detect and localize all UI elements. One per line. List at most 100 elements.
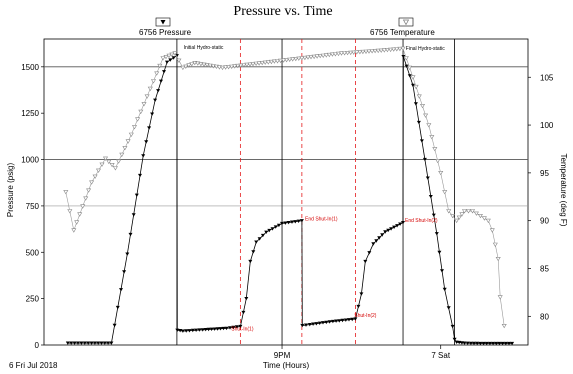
series-0-marker-1 [69,341,74,345]
series-1-marker-17 [119,152,125,158]
series-1-marker-3 [74,220,80,225]
series-1-marker-68 [277,58,284,64]
series-1-marker-58 [247,62,253,67]
y-left-tick-label-0: 0 [35,341,40,350]
series-1-marker-59 [250,62,256,67]
series-1-marker-120 [438,171,444,176]
series-1-marker-16 [116,159,122,164]
series-0-marker-61 [257,237,262,241]
series-0-marker-26 [150,112,155,116]
series-0-marker-29 [159,79,163,83]
series-1-marker-114 [419,104,426,109]
series-1-marker-135 [492,242,498,247]
series-1-marker-79 [311,54,317,60]
annotation-2: End Shut-In(1) [305,216,338,222]
series-1-marker-88 [338,51,345,56]
y-right-tick-label-0: 80 [540,312,549,321]
series-1-marker-138 [501,323,507,329]
series-1-marker-28 [154,71,160,76]
series-0-marker-98 [377,236,382,240]
x-axis: 9PM 7 Sat [274,345,451,360]
y-right-tick-label-1: 85 [540,265,549,274]
series-1-marker-117 [429,135,435,140]
series-0-marker-132 [475,341,480,346]
series-1-marker-25 [144,94,150,99]
series-0-marker-114 [422,157,427,162]
series-1-marker-50 [223,65,229,70]
series-1-marker-49 [219,65,226,71]
date-label: 6 Fri Jul 2018 [9,361,58,370]
y-left-tick-label-6: 1500 [21,63,39,72]
series-0-marker-5 [82,341,87,345]
series-0-marker-91 [353,317,358,321]
series-0-marker-136 [487,341,492,346]
series-0-marker-106 [401,221,405,225]
series-0-marker-57 [244,297,249,301]
series-1-marker-101 [378,48,384,53]
series-1-marker-94 [357,50,363,55]
series-1-marker-105 [391,47,397,52]
series-0-marker-66 [273,225,278,229]
annotations: Initial Hydro-static Final Hydro-static En… [184,45,446,332]
series-0-marker-115 [425,176,430,180]
y-axis-right: 80 85 90 95 100 105 [528,73,554,321]
series-0-marker-78 [311,322,316,326]
chart-title: Pressure vs. Time [233,4,332,19]
series-0-marker-65 [270,227,275,231]
series-1-marker-18 [122,146,128,151]
series-1-marker-83 [323,53,329,58]
series-1-marker-61 [256,61,262,66]
series-1-marker-26 [147,86,153,92]
series-1-marker-121 [442,190,448,195]
series-1-marker-92 [351,50,357,55]
y-axis-right-label: Temperature (deg F) [559,154,568,227]
series-0-marker-68 [280,221,284,226]
series-0-marker-16 [119,288,123,292]
series-1-marker-134 [489,228,495,233]
series-1-marker-1 [67,209,73,214]
series-1-marker-10 [95,168,102,173]
series-0-marker-45 [206,327,211,332]
series-1-marker-56 [241,63,247,68]
series-0-marker-52 [228,326,232,330]
series-0-marker-72 [293,220,298,224]
series-1-marker-11 [99,162,105,167]
series-0-marker-74 [299,219,304,223]
series-1-marker-102 [381,48,387,53]
series-0-marker-44 [203,328,208,332]
series-1-marker-137 [497,295,503,300]
y-axis-left-label: Pressure (psig) [6,163,15,218]
y-right-tick-label-3: 95 [540,169,549,178]
series-1-marker-96 [363,49,369,54]
series-0-marker-3 [76,341,80,345]
series-1-marker-23 [138,109,144,115]
series-0-marker-20 [131,213,136,217]
series-1-marker-27 [150,79,157,84]
series-0-marker-104 [395,224,400,228]
series-1-marker-82 [320,53,326,58]
series-0-marker-103 [392,225,397,229]
series-0-marker-137 [491,341,496,346]
series-1-marker-19 [125,139,131,144]
series-1-marker-22 [135,117,141,122]
series-1-marker-110 [407,65,413,71]
series-0-marker-63 [264,230,269,234]
series-1-marker-85 [329,52,335,57]
series-1-marker-99 [372,48,378,54]
series-1-marker-124 [454,218,460,224]
series-0-marker-105 [398,222,403,226]
series-1-marker-95 [360,49,366,55]
series-0-marker-30 [162,70,166,74]
series-0-marker-128 [462,341,467,345]
series-0-marker-23 [141,154,146,158]
series-1-marker-104 [388,47,394,53]
series-0-marker-117 [431,213,436,217]
series-1-marker-2 [71,228,77,233]
series-0-marker-49 [218,327,223,331]
series-0-marker-120 [440,269,444,273]
series-1-marker-123 [450,214,456,219]
y-left-tick-label-4: 1000 [21,156,39,165]
x-axis-label: Time (Hours) [263,361,310,370]
series-1-marker-51 [226,65,232,70]
series-0-marker-28 [156,89,161,93]
